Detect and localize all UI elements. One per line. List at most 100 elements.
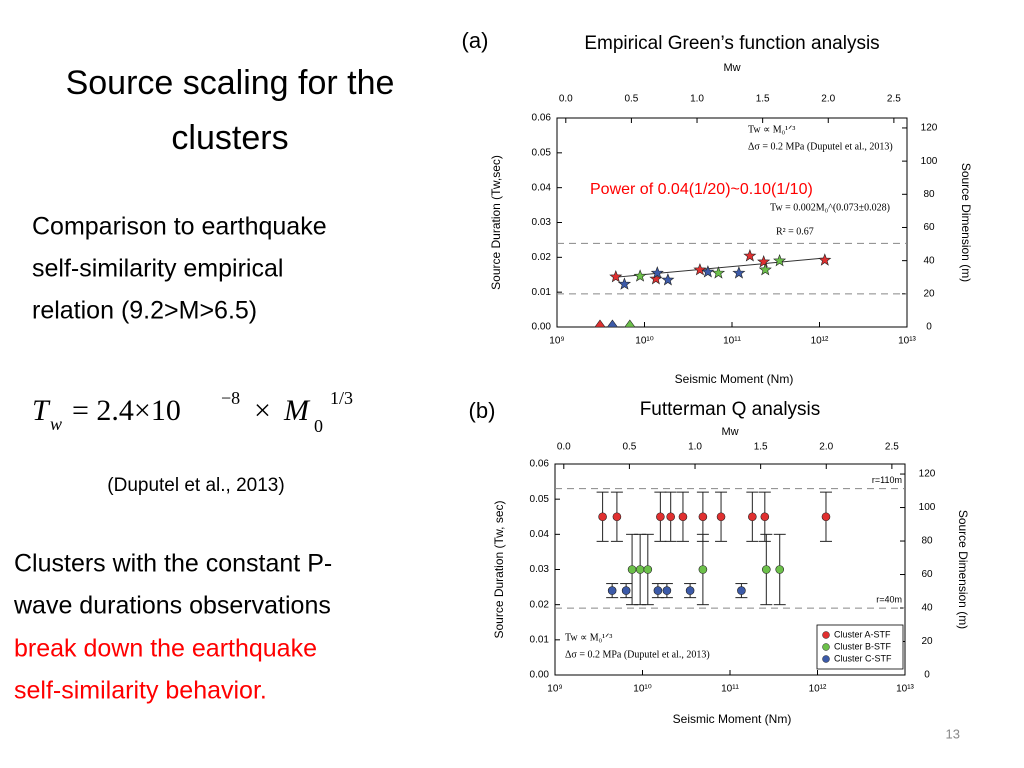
- x2-tick-label: 2.5: [887, 94, 901, 105]
- y-tick-label: 0.03: [530, 564, 550, 575]
- point: [627, 565, 637, 574]
- axis-label: Source Dimension (m): [959, 163, 973, 282]
- axis-label: Source Duration (Tw, sec): [492, 500, 506, 638]
- x2-tick-label: 2.5: [885, 442, 899, 453]
- point: [606, 319, 619, 328]
- point: [698, 565, 708, 574]
- body-text: self-similarity empirical: [32, 255, 283, 283]
- y-tick-label: 0.05: [530, 494, 550, 505]
- y-tick-label: 0.00: [530, 670, 550, 681]
- highlight-text: break down the earthquake: [14, 635, 317, 663]
- y2-tick-label: 40: [923, 255, 935, 266]
- axis-label: Source Dimension (m): [956, 510, 970, 629]
- annotation: Tw ∝ M₀¹ᐟ³: [565, 632, 612, 643]
- x2-tick-label: 1.5: [756, 94, 770, 105]
- formula-part: −8: [221, 388, 240, 408]
- body-text: relation (9.2>M>6.5): [32, 297, 257, 325]
- x2-tick-label: 0.0: [557, 442, 571, 453]
- y2-tick-label: 40: [921, 603, 933, 614]
- formula-part: T: [32, 394, 51, 427]
- point: [701, 265, 715, 278]
- formula-part: ×: [254, 394, 271, 427]
- y-tick-label: 0.01: [530, 634, 550, 645]
- y2-tick-label: 0: [924, 670, 930, 681]
- y-tick-label: 0.05: [532, 147, 552, 158]
- reference: (Duputel et al., 2013): [107, 475, 284, 496]
- x-tick-label: 10¹⁰: [633, 684, 651, 695]
- legend-label: Cluster A-STF: [834, 629, 891, 639]
- point: [609, 269, 623, 283]
- legend-swatch: [822, 643, 830, 651]
- point: [716, 512, 726, 522]
- point: [762, 565, 771, 574]
- y-tick-label: 0.04: [532, 182, 552, 193]
- y2-tick-label: 120: [919, 469, 936, 480]
- point: [617, 277, 632, 290]
- y-tick-label: 0.06: [532, 113, 552, 124]
- x2-tick-label: 0.0: [559, 94, 573, 105]
- reference-label: r=40m: [876, 595, 902, 605]
- x2-tick-label: 2.0: [821, 94, 835, 105]
- y-tick-label: 0.01: [532, 287, 552, 298]
- x-tick-label: 10¹²: [811, 336, 829, 347]
- y2-tick-label: 20: [921, 636, 933, 647]
- point: [621, 586, 631, 595]
- axis-label: Mw: [723, 62, 740, 74]
- point: [656, 512, 665, 522]
- annotation: R² = 0.67: [776, 226, 814, 237]
- body-text: Comparison to earthquake: [32, 213, 327, 241]
- point: [748, 512, 757, 522]
- annotation: Tw ∝ M₀¹ᐟ³: [748, 124, 795, 135]
- point: [678, 512, 688, 522]
- body-text: Clusters with the constant P-: [14, 550, 332, 578]
- annotation: Power of 0.04(1/20)~0.10(1/10): [590, 181, 813, 198]
- point: [643, 565, 653, 574]
- x-tick-label: 10⁹: [547, 684, 562, 695]
- point: [821, 512, 831, 522]
- formula-part: = 2.4×10: [72, 394, 181, 427]
- point: [653, 586, 663, 595]
- x2-tick-label: 1.0: [690, 94, 704, 105]
- y-tick-label: 0.00: [532, 322, 552, 333]
- panel-label: (a): [462, 28, 489, 53]
- formula-part: M: [283, 394, 311, 427]
- formula-part: w: [50, 414, 62, 434]
- annotation: Δσ = 0.2 MPa (Duputel et al., 2013): [748, 141, 893, 152]
- body-text: wave durations observations: [13, 592, 331, 620]
- legend-label: Cluster C-STF: [834, 653, 892, 663]
- y2-tick-label: 60: [923, 222, 935, 233]
- y2-tick-label: 0: [926, 322, 932, 333]
- point: [773, 253, 787, 267]
- y2-tick-label: 100: [919, 502, 936, 513]
- y2-tick-label: 100: [921, 156, 938, 167]
- y2-tick-label: 60: [921, 569, 933, 580]
- point: [598, 512, 607, 522]
- x2-tick-label: 0.5: [624, 94, 638, 105]
- point: [650, 266, 664, 279]
- x2-tick-label: 0.5: [622, 442, 636, 453]
- charts: Empirical Green’s function analysis Mw Sei…: [489, 33, 973, 726]
- axis-label: Source Duration (Tw,sec): [489, 155, 503, 290]
- point: [737, 586, 746, 595]
- axis-label: Mw: [721, 426, 738, 438]
- point: [757, 255, 771, 268]
- chart-title: Empirical Green’s function analysis: [584, 33, 879, 54]
- point: [711, 266, 726, 279]
- highlight-text: self-similarity behavior.: [14, 677, 267, 705]
- point: [612, 512, 622, 522]
- legend-label: Cluster B-STF: [834, 641, 892, 651]
- point: [633, 269, 647, 282]
- formula: T w = 2.4×10 −8 × M 0 1/3: [32, 388, 353, 436]
- axis-label: Seismic Moment (Nm): [675, 372, 794, 386]
- point: [685, 586, 695, 595]
- point: [624, 319, 636, 328]
- x2-tick-label: 1.5: [754, 442, 768, 453]
- y-tick-label: 0.02: [530, 599, 550, 610]
- x-tick-label: 10¹⁰: [635, 336, 653, 347]
- point: [662, 586, 672, 595]
- x-tick-label: 10¹¹: [721, 684, 739, 695]
- legend-swatch: [822, 655, 830, 663]
- point: [698, 512, 708, 522]
- point: [661, 273, 675, 286]
